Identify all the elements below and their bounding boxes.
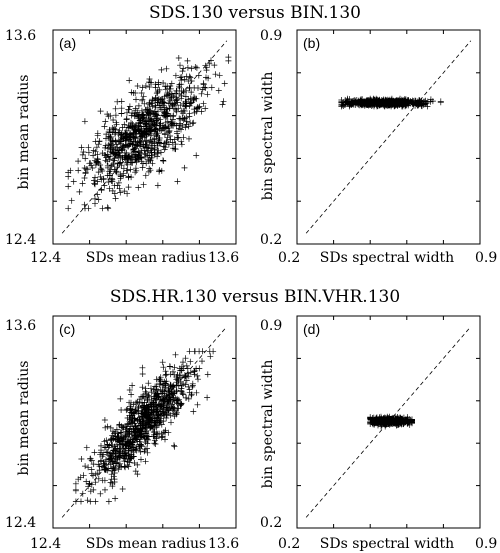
y-tick-min: 0.2 [260, 515, 282, 531]
y-tick-min: 12.4 [5, 232, 36, 248]
row1-title: SDS.130 versus BIN.130 [149, 3, 361, 23]
panel-a: bin mean radius 13.6 12.4 12.4 13.6 SDs … [5, 28, 239, 266]
y-axis-label: bin spectral width [260, 360, 276, 489]
panel-label: (c) [59, 321, 75, 337]
one-to-one-line [305, 40, 472, 234]
panel-d: bin spectral width 0.9 0.2 0.2 0.9 SDs s… [260, 315, 497, 552]
scatter-points [367, 413, 415, 430]
plot-frame [296, 315, 481, 529]
x-tick-max: 13.6 [208, 536, 239, 552]
data-point-marks [338, 95, 444, 110]
x-axis-label: SDs mean radius [86, 536, 207, 552]
scatter-points [338, 95, 444, 110]
x-tick-max: 0.9 [475, 250, 497, 266]
panel-label: (b) [303, 35, 320, 51]
plot-frame [296, 29, 481, 245]
panel-label: (a) [59, 35, 76, 51]
y-tick-max: 0.9 [260, 28, 282, 44]
x-tick-min: 12.4 [30, 536, 61, 552]
x-axis-label: SDs mean radius [86, 250, 207, 266]
panel-label: (d) [303, 321, 320, 337]
x-tick-min: 0.2 [278, 250, 300, 266]
data-point-marks [367, 413, 415, 430]
x-tick-max: 0.9 [475, 536, 497, 552]
data-point-marks [72, 348, 217, 505]
one-to-one-line [61, 326, 228, 518]
x-tick-min: 12.4 [30, 250, 61, 266]
y-tick-max: 13.6 [5, 318, 36, 334]
plot-frame [52, 29, 237, 245]
panel-c: bin mean radius 13.6 12.4 12.4 13.6 SDs … [5, 315, 239, 552]
data-point-marks [65, 54, 232, 212]
y-tick-min: 0.2 [260, 232, 282, 248]
scatter-points [65, 54, 232, 212]
y-tick-min: 12.4 [5, 515, 36, 531]
x-axis-label: SDs spectral width [320, 250, 454, 266]
x-axis-label: SDs spectral width [320, 536, 454, 552]
y-axis-label: bin spectral width [260, 72, 276, 201]
x-tick-max: 13.6 [208, 250, 239, 266]
y-axis-label: bin mean radius [16, 75, 32, 190]
row2-title: SDS.HR.130 versus BIN.VHR.130 [110, 287, 400, 307]
panel-b: bin spectral width 0.9 0.2 0.2 0.9 SDs s… [260, 28, 497, 266]
plot-frame [52, 315, 237, 529]
y-axis-label: bin mean radius [16, 361, 32, 476]
y-tick-max: 13.6 [5, 28, 36, 44]
scatter-points [72, 348, 217, 505]
y-tick-max: 0.9 [260, 318, 282, 334]
x-tick-min: 0.2 [278, 536, 300, 552]
